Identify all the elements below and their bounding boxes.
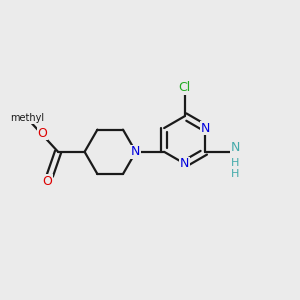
Text: N: N bbox=[180, 157, 189, 170]
Text: H: H bbox=[231, 169, 240, 179]
Text: N: N bbox=[231, 141, 240, 154]
Text: O: O bbox=[37, 127, 47, 140]
Text: N: N bbox=[201, 122, 210, 135]
Text: O: O bbox=[43, 175, 52, 188]
Text: N: N bbox=[131, 145, 140, 158]
Text: H: H bbox=[231, 158, 240, 168]
Text: Cl: Cl bbox=[178, 81, 191, 94]
Text: methyl: methyl bbox=[10, 113, 44, 123]
